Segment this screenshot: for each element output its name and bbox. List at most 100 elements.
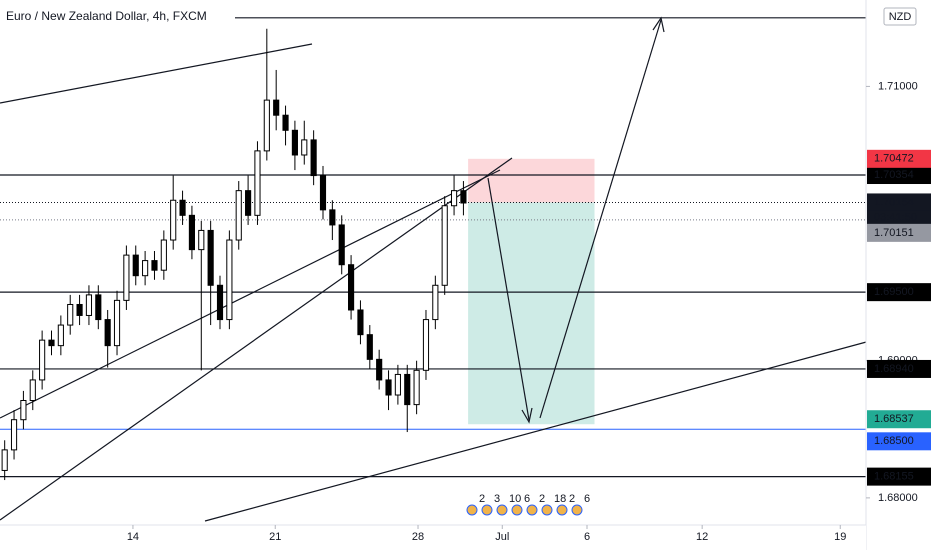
- candle-body: [123, 254, 130, 301]
- candle-body: [235, 190, 242, 241]
- candle-body: [188, 214, 195, 251]
- event-count: 2: [539, 493, 545, 505]
- chart-title: Euro / New Zealand Dollar, 4h, FXCM: [6, 9, 207, 23]
- target-label-bg: [867, 410, 931, 429]
- candle-body: [20, 399, 27, 421]
- candle-body: [319, 175, 327, 211]
- candle-body: [67, 303, 74, 326]
- candle-body: [422, 319, 430, 371]
- candle-body: [357, 309, 364, 336]
- arrow: [539, 19, 662, 419]
- candle-body: [1, 449, 8, 471]
- countdown: 03:41:50: [874, 211, 917, 223]
- level-label: 1.68940: [874, 363, 914, 375]
- x-tick-label: 19: [834, 531, 846, 543]
- last-price-label: 1.70151: [874, 227, 914, 239]
- target-zone: [468, 202, 595, 425]
- trend-line: [0, 169, 501, 419]
- event-icon: [511, 504, 523, 516]
- event-icon: [526, 504, 538, 516]
- trend-line: [204, 340, 871, 522]
- candle-body: [170, 199, 177, 241]
- x-tick-label: 12: [696, 531, 708, 543]
- candle-body: [216, 284, 224, 321]
- level-label-bg: [867, 166, 931, 185]
- currency-badge: [883, 7, 917, 26]
- event-count: 2: [479, 493, 485, 505]
- candle-body: [151, 260, 158, 271]
- candle-body: [179, 199, 186, 216]
- candle-body: [142, 260, 149, 277]
- level-label-bg: [867, 283, 931, 302]
- last-price-label-bg: [867, 223, 931, 242]
- level-label: 1.69500: [874, 286, 914, 298]
- stop-zone: [468, 158, 595, 203]
- candle-body: [76, 303, 83, 316]
- stop-label: 1.70472: [874, 153, 914, 165]
- candle-body: [366, 334, 373, 360]
- events: 2 3 10 6 2 18 2 6: [466, 493, 590, 516]
- entry-label-bg: [867, 193, 931, 212]
- price-scale: [866, 0, 932, 550]
- arrow: [487, 177, 530, 421]
- candle-body: [413, 369, 420, 406]
- candle-body: [404, 373, 411, 406]
- candle-body: [460, 190, 467, 204]
- event-icon: [556, 504, 568, 516]
- blue-level-label: 1.68500: [874, 435, 914, 447]
- event-icon: [571, 504, 583, 516]
- candle-body: [441, 205, 448, 286]
- y-tick-label: 1.71000: [878, 80, 918, 92]
- candle-body: [432, 284, 439, 321]
- event-count: 3: [494, 493, 500, 505]
- title-bg: [0, 8, 235, 26]
- level-label: 1.70354: [874, 169, 914, 181]
- level-label-bg: [867, 467, 931, 486]
- x-tick-label: 14: [127, 531, 139, 543]
- level-label: 1.68155: [874, 471, 914, 483]
- trend-line: [0, 43, 313, 104]
- candle-body: [329, 209, 336, 226]
- candle-body: [104, 319, 111, 347]
- axis-labels: 1.710001.690001.68000142128Jul612191.703…: [127, 80, 931, 543]
- event-count: 6: [524, 493, 530, 505]
- event-icon: [496, 504, 508, 516]
- candle-body: [263, 99, 270, 152]
- blue-level-label-bg: [867, 432, 931, 451]
- candles: [1, 28, 467, 481]
- x-tick-label: 21: [269, 531, 281, 543]
- candle-body: [29, 379, 36, 401]
- candle-body: [291, 129, 298, 156]
- event-count: 18: [554, 493, 566, 505]
- entry-label: 1.70154: [874, 196, 914, 208]
- x-tick-label: 28: [412, 531, 424, 543]
- candle-body: [160, 239, 167, 271]
- candle-body: [282, 114, 289, 131]
- event-count: 2: [569, 493, 575, 505]
- candle-body: [254, 150, 261, 216]
- x-tick-label: Jul: [495, 531, 509, 543]
- candle-body: [198, 229, 205, 251]
- level-label-bg: [867, 359, 931, 378]
- candle-body: [48, 339, 55, 347]
- candle-body: [394, 373, 401, 396]
- drawings: [0, 16, 871, 522]
- candle-body: [207, 229, 214, 286]
- trend-line: [0, 157, 513, 521]
- candle-body: [245, 190, 252, 216]
- event-icon: [481, 504, 493, 516]
- candle-body: [273, 99, 280, 116]
- stop-label-bg: [867, 149, 931, 168]
- event-count: 10: [509, 493, 521, 505]
- y-tick-label: 1.68000: [878, 492, 918, 504]
- countdown-bg: [867, 210, 931, 225]
- candle-body: [10, 419, 18, 451]
- candle-body: [376, 358, 383, 381]
- x-tick-label: 6: [584, 531, 590, 543]
- arrow-head: [521, 407, 533, 424]
- position-layer: [468, 158, 595, 425]
- candle-body: [95, 294, 102, 321]
